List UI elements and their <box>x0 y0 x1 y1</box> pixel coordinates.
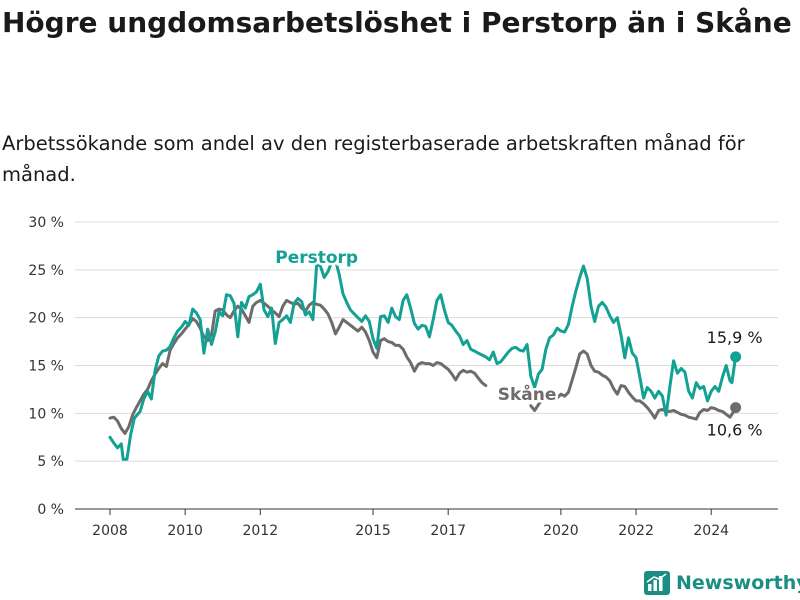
x-tick-label: 2010 <box>167 523 203 539</box>
x-tick-label: 2012 <box>242 523 278 539</box>
end-value-label-skane: 10,6 % <box>707 421 763 440</box>
series-lines <box>108 258 742 461</box>
x-tick-label: 2015 <box>355 523 391 539</box>
newsworthy-logo[interactable]: Newsworthy <box>644 568 800 598</box>
series-line-skane <box>108 298 738 435</box>
axes: 0 % 5 % 10 % 15 % 20 % 25 % 30 % 2008 2010 2012 20… <box>28 215 729 539</box>
gridlines <box>75 221 778 510</box>
y-tick-label: 25 % <box>28 263 64 279</box>
brand-name: Newsworthy <box>676 572 800 594</box>
series-name-label-perstorp: Perstorp <box>275 248 358 268</box>
x-tick-label: 2017 <box>430 523 466 539</box>
series-labels: 10,6 % 15,9 % Perstorp Skåne <box>273 246 765 442</box>
bar-chart-logo-icon <box>644 571 670 595</box>
y-tick-label: 15 % <box>28 359 64 375</box>
x-tick-label: 2008 <box>92 523 128 539</box>
y-tick-label: 10 % <box>28 406 64 422</box>
y-tick-label: 0 % <box>37 502 64 518</box>
series-line-perstorp <box>108 258 738 461</box>
series-name-label-skane: Skåne <box>498 383 557 405</box>
y-tick-label: 5 % <box>37 454 64 470</box>
chart-subtitle: Arbetssökande som andel av den registerb… <box>2 132 745 186</box>
x-tick-label: 2024 <box>693 523 729 539</box>
end-value-label-perstorp: 15,9 % <box>707 328 763 347</box>
end-point-skane <box>730 402 742 414</box>
chart-title: Högre ungdomsarbetslöshet i Perstorp än … <box>2 6 792 39</box>
y-tick-label: 20 % <box>28 311 64 327</box>
x-tick-label: 2020 <box>543 523 579 539</box>
x-tick-label: 2022 <box>618 523 654 539</box>
y-tick-label: 30 % <box>28 215 64 231</box>
end-point-perstorp <box>730 351 742 363</box>
